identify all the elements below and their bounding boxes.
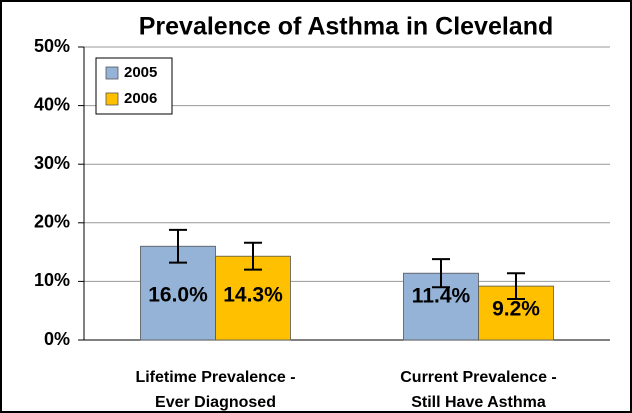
y-tick-label: 40% (34, 94, 70, 114)
data-label: 14.3% (223, 284, 283, 307)
legend-label: 2005 (124, 64, 157, 81)
error-bar (432, 258, 450, 289)
chart-title: Prevalence of Asthma in Cleveland (139, 13, 554, 41)
y-tick-label: 50% (34, 36, 70, 56)
x-tick-label: Ever Diagnosed (155, 394, 276, 411)
y-tick-label: 20% (34, 212, 70, 232)
y-tick-label: 10% (34, 270, 70, 290)
error-bar (507, 272, 525, 300)
data-label: 9.2% (492, 298, 540, 321)
legend-swatch (105, 92, 119, 106)
y-tick-label: 0% (44, 329, 70, 349)
legend-label: 2006 (124, 90, 157, 107)
x-tick-label: Lifetime Prevalence - (135, 369, 295, 386)
y-tick-label: 30% (34, 153, 70, 173)
legend-swatch (105, 66, 119, 80)
data-label: 16.0% (148, 284, 208, 307)
x-tick-label: Still Have Asthma (411, 394, 546, 411)
error-bar (169, 228, 187, 264)
x-tick-label: Current Prevalence - (400, 369, 557, 386)
data-label: 11.4% (412, 285, 471, 308)
error-bar (244, 241, 262, 271)
